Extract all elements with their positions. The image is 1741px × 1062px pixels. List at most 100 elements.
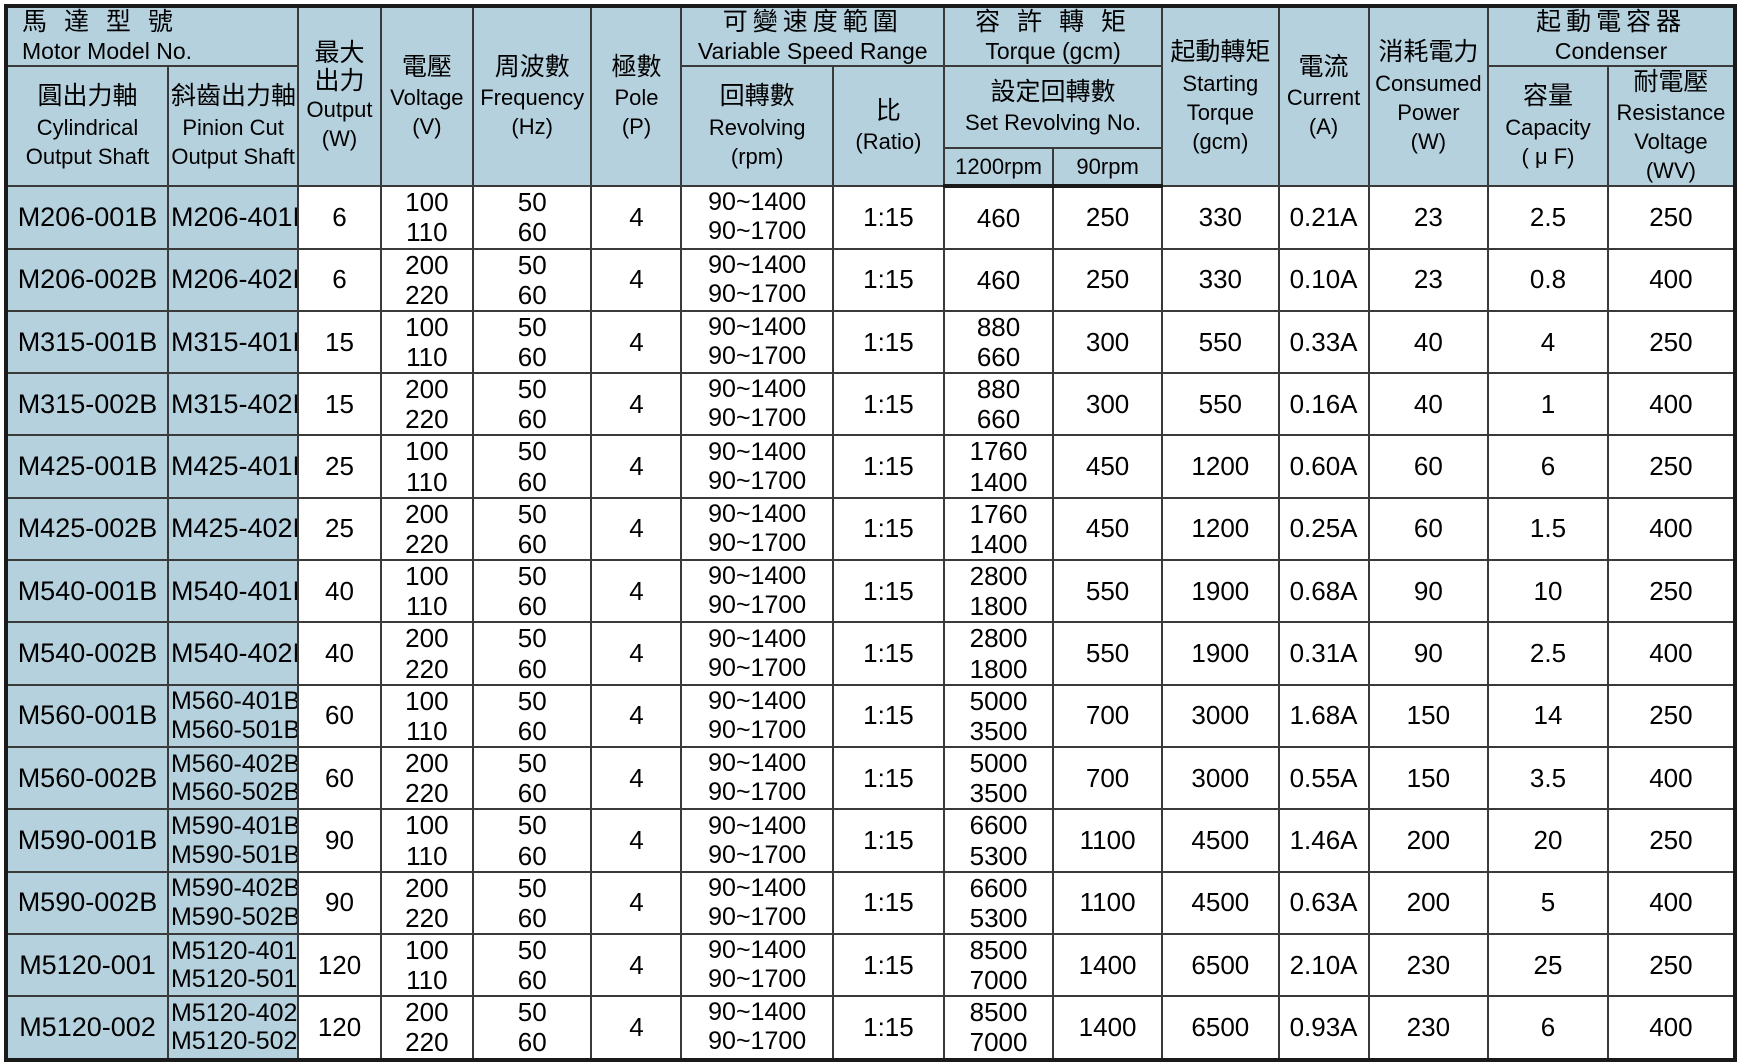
- header-resistance-voltage-en2: Voltage: [1634, 129, 1708, 155]
- cell-revolving-range-line1: 90~1400: [708, 624, 807, 653]
- header-row-group: 馬 達 型 號 Motor Model No. 最大 出力 Output (W)…: [4, 4, 1736, 188]
- header-revolving-unit: (rpm): [730, 143, 784, 169]
- cell-pinion-model: M560-401B M560-501B: [166, 683, 300, 749]
- table-row: M315-002B M315-402B 15 200 220 50 60 4 90~1400 90…: [5, 372, 1737, 437]
- cell-output: 60: [297, 746, 382, 811]
- cell-voltage-line1: 100: [405, 436, 449, 467]
- header-current: 電流 Current (A): [1277, 4, 1370, 188]
- header-set-revolving-en: Set Revolving No.: [965, 110, 1142, 136]
- cell-capacity: 20: [1487, 808, 1609, 873]
- header-frequency: 周波數 Frequency (Hz): [471, 4, 593, 188]
- cell-torque-90rpm: 250: [1052, 247, 1164, 312]
- cell-current: 0.68A: [1277, 559, 1370, 624]
- cell-voltage-line1: 100: [405, 561, 449, 592]
- cell-pole: 4: [590, 808, 683, 873]
- cell-frequency-line2: 60: [517, 653, 547, 684]
- cell-frequency-line1: 50: [517, 685, 547, 716]
- cell-consumed-power: 23: [1367, 247, 1490, 312]
- cell-torque-1200rpm-line1: 1760: [969, 498, 1028, 529]
- cell-pole: 4: [590, 247, 683, 312]
- cell-frequency-line1: 50: [517, 934, 547, 965]
- cell-starting-torque: 3000: [1161, 746, 1280, 811]
- cell-current: 0.33A: [1277, 309, 1370, 375]
- cell-torque-1200rpm: 460: [943, 185, 1055, 250]
- cell-consumed-power: 40: [1367, 372, 1490, 437]
- cell-consumed-power: 200: [1367, 808, 1490, 873]
- cell-torque-1200rpm-line2: 3500: [969, 778, 1028, 809]
- header-starting-torque-en2: Torque: [1186, 99, 1254, 125]
- cell-ratio: 1:15: [831, 434, 946, 499]
- cell-pinion-model-line1: M315-402B: [170, 388, 299, 419]
- cell-torque-90rpm: 1400: [1052, 995, 1164, 1061]
- cell-consumed-power: 40: [1367, 309, 1490, 375]
- cell-pole: 4: [590, 185, 683, 250]
- cell-revolving-range: 90~1400 90~1700: [680, 683, 834, 749]
- cell-pinion-model-line1: M560-401B: [170, 687, 299, 716]
- cell-pinion-model: M206-401B: [166, 185, 300, 250]
- cell-torque-1200rpm-line2: 7000: [969, 1027, 1028, 1058]
- cell-consumed-power: 200: [1367, 870, 1490, 935]
- cell-voltage: 100 110: [379, 932, 474, 998]
- cell-consumed-power: 230: [1367, 932, 1490, 998]
- cell-current: 0.10A: [1277, 247, 1370, 312]
- cell-current: 1.46A: [1277, 808, 1370, 873]
- header-pinion-cut-output-shaft: 斜齒出力軸 Pinion Cut Output Shaft: [166, 64, 300, 188]
- cell-current: 0.16A: [1277, 372, 1370, 437]
- cell-pinion-model-line1: M425-402B: [170, 513, 299, 544]
- cell-resistance-voltage: 250: [1606, 932, 1737, 998]
- cell-capacity: 0.8: [1487, 247, 1609, 312]
- header-torque-group: 容 許 轉 矩 Torque (gcm): [943, 5, 1164, 67]
- cell-cylindrical-model: M540-001B: [5, 559, 169, 624]
- cell-torque-90rpm: 550: [1052, 621, 1164, 686]
- cell-voltage-line2: 220: [405, 653, 449, 684]
- cell-frequency-line2: 60: [517, 591, 547, 622]
- header-pinion-en1: Pinion Cut: [182, 114, 284, 140]
- header-resistance-voltage-en1: Resistance: [1616, 100, 1726, 126]
- cell-revolving-range-line2: 90~1700: [708, 466, 807, 495]
- cell-torque-1200rpm-line1: 2800: [969, 561, 1028, 592]
- cell-cylindrical-model: M560-002B: [5, 746, 169, 811]
- cell-frequency-line2: 60: [517, 217, 547, 248]
- cell-pole: 4: [590, 372, 683, 437]
- cell-voltage: 200 220: [379, 746, 474, 811]
- cell-ratio: 1:15: [831, 683, 946, 749]
- cell-pinion-model-line2: M5120-501B: [170, 965, 298, 994]
- header-row-rpm: 1200rpm 90rpm: [6, 146, 1735, 189]
- cell-cylindrical-model: M425-001B: [5, 434, 169, 499]
- cell-torque-1200rpm: 6600 5300: [943, 870, 1055, 935]
- cell-cylindrical-model: M425-002B: [5, 496, 169, 562]
- cell-resistance-voltage: 400: [1606, 995, 1737, 1061]
- cell-output: 40: [297, 559, 382, 624]
- cell-pinion-model-line2: M590-501B: [170, 840, 299, 869]
- cell-torque-1200rpm-line1: 880: [976, 311, 1021, 342]
- cell-revolving-range-line1: 90~1400: [708, 998, 807, 1027]
- cell-torque-1200rpm-line1: 460: [976, 202, 1021, 233]
- cell-pinion-model-line1: M425-401B: [170, 451, 299, 482]
- header-set-revolving-no: 設定回轉數 Set Revolving No.: [943, 64, 1164, 150]
- cell-ratio: 1:15: [831, 995, 946, 1061]
- cell-pinion-model-line2: M560-501B: [170, 715, 299, 744]
- cell-revolving-range-line1: 90~1400: [708, 686, 807, 715]
- cell-frequency: 50 60: [471, 621, 593, 686]
- cell-voltage-line1: 200: [405, 872, 449, 903]
- cell-revolving-range: 90~1400 90~1700: [680, 309, 834, 375]
- table-row: M5120-001M5120-401BM5120-501B12010011050…: [5, 932, 1737, 998]
- cell-capacity: 3.5: [1487, 746, 1609, 811]
- header-current-en: Current: [1286, 85, 1361, 111]
- cell-pinion-model-line1: M590-402B: [170, 874, 299, 903]
- cell-cylindrical-model: M590-002B: [5, 870, 169, 935]
- cell-voltage: 200 220: [379, 247, 474, 312]
- table-row: M540-002B M540-402B 40 200 220 50 60 4 90~1400 90…: [5, 621, 1737, 686]
- header-cylindrical-output-shaft: 圓出力軸 Cylindrical Output Shaft: [5, 64, 169, 188]
- cell-torque-90rpm: 300: [1052, 372, 1164, 437]
- table-row: M590-002B M590-402B M590-502B 90 200 220 50 60 4…: [5, 870, 1737, 935]
- cell-frequency-line1: 50: [517, 249, 547, 280]
- cell-revolving-range-line1: 90~1400: [708, 313, 807, 341]
- cell-output: 90: [297, 808, 382, 873]
- cell-frequency: 50 60: [471, 372, 593, 437]
- cell-torque-1200rpm: 8500 7000: [943, 995, 1055, 1061]
- cell-resistance-voltage: 250: [1606, 683, 1737, 749]
- cell-ratio: 1:15: [831, 185, 946, 250]
- cell-capacity: 5: [1487, 870, 1609, 935]
- cell-voltage-line1: 200: [405, 374, 449, 405]
